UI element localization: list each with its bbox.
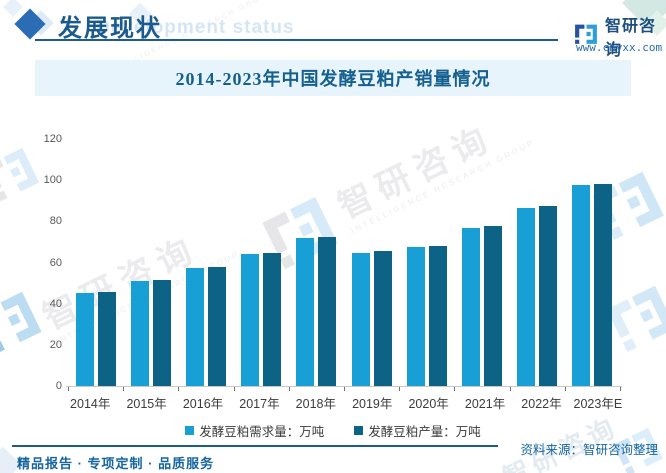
legend-swatch-production-icon bbox=[354, 426, 364, 435]
bar-group-2019年 bbox=[344, 139, 399, 386]
x-axis-tick-label: 2015年 bbox=[126, 397, 167, 411]
bar-group-2015年 bbox=[123, 139, 178, 386]
bar[interactable] bbox=[296, 237, 315, 386]
brand-name: 智研咨询 bbox=[605, 18, 657, 59]
x-axis-tick bbox=[564, 387, 566, 391]
bar-group-2022年 bbox=[510, 139, 565, 386]
bar-group-2021年 bbox=[454, 139, 509, 386]
bar-group-2017年 bbox=[234, 139, 289, 386]
section-title: 发展现状 bbox=[58, 16, 162, 42]
corner-decoration bbox=[3, 0, 23, 17]
y-axis-tick-label: 80 bbox=[49, 215, 62, 228]
bar-group-2016年 bbox=[178, 139, 233, 386]
bar[interactable] bbox=[318, 236, 337, 386]
y-axis-tick-label: 0 bbox=[55, 380, 62, 392]
x-axis-category-labels: 2014年 2015年 2016年 2017年 2018年 2019年 2020年 2021年… bbox=[62, 393, 626, 412]
bar[interactable] bbox=[373, 251, 392, 386]
x-axis-tick-label: 2016年 bbox=[182, 397, 224, 411]
bar-plot-area bbox=[68, 139, 620, 386]
bar[interactable] bbox=[130, 281, 149, 386]
x-axis-tick bbox=[233, 387, 235, 391]
x-axis-tick bbox=[288, 387, 290, 391]
y-axis-tick-label: 20 bbox=[49, 338, 62, 351]
x-axis-tick-label: 2014年 bbox=[70, 397, 111, 411]
bar[interactable] bbox=[208, 266, 226, 386]
bar[interactable] bbox=[406, 247, 425, 386]
x-axis-tick-label: 2022年 bbox=[521, 397, 562, 411]
x-axis-line bbox=[66, 386, 622, 387]
x-axis-tick bbox=[123, 387, 125, 391]
bar[interactable] bbox=[462, 227, 481, 386]
bar[interactable] bbox=[351, 253, 370, 386]
x-axis-tick bbox=[399, 387, 401, 391]
x-axis-tick-label: 2017年 bbox=[239, 397, 280, 411]
chart-title: 2014-2023年中国发酵豆粕产销量情况 bbox=[175, 69, 491, 89]
x-axis-tick-label: 2021年 bbox=[464, 397, 506, 411]
legend-item-production: 发酵豆粕产量：万吨 bbox=[354, 421, 481, 440]
brand-block: 智研咨询 bbox=[573, 12, 666, 60]
bar[interactable] bbox=[241, 254, 260, 386]
y-axis-tick-label: 60 bbox=[49, 256, 62, 269]
legend-item-demand: 发酵豆粕需求量：万吨 bbox=[185, 421, 324, 440]
footer-tagline: 精品报告 · 专项定制 · 品质服务 bbox=[17, 456, 215, 471]
x-axis-tick-label: 2020年 bbox=[408, 397, 449, 411]
zhiyan-logo-icon bbox=[573, 21, 599, 52]
x-axis-tick bbox=[68, 387, 69, 391]
y-axis-tick-label: 40 bbox=[49, 297, 62, 310]
bar[interactable] bbox=[186, 267, 204, 386]
bar[interactable] bbox=[517, 207, 536, 386]
zhiyan-logo-watermark-icon bbox=[0, 282, 51, 367]
bar-group-2014年 bbox=[68, 139, 123, 386]
x-axis-tick-label: 2018年 bbox=[295, 397, 336, 411]
x-axis-tick-label: 2019年 bbox=[352, 397, 393, 411]
x-axis-tick bbox=[344, 387, 345, 391]
legend-swatch-demand-icon bbox=[185, 426, 195, 435]
bar[interactable] bbox=[572, 185, 591, 386]
header-divider bbox=[35, 39, 558, 41]
bar-group-2020年 bbox=[399, 139, 454, 386]
x-axis-tick bbox=[620, 387, 621, 391]
x-axis-tick-label: 2023年E bbox=[573, 397, 623, 411]
bar[interactable] bbox=[539, 205, 558, 386]
y-axis-tick-label: 120 bbox=[43, 133, 62, 145]
bar[interactable] bbox=[75, 293, 94, 386]
bar[interactable] bbox=[484, 226, 503, 386]
watermark-logo-cluster bbox=[0, 282, 51, 367]
legend-label-production: 发酵豆粕产量：万吨 bbox=[368, 425, 481, 439]
bar-group-2023年E bbox=[565, 139, 620, 386]
bar-group-2018年 bbox=[289, 139, 344, 386]
bar[interactable] bbox=[428, 246, 447, 386]
brand-url[interactable]: www.chyxx.com bbox=[576, 41, 663, 54]
bar[interactable] bbox=[152, 280, 171, 386]
bar[interactable] bbox=[97, 292, 116, 386]
bar[interactable] bbox=[263, 253, 282, 386]
x-axis-tick bbox=[509, 387, 511, 391]
chart-legend: 发酵豆粕需求量：万吨 发酵豆粕产量：万吨 bbox=[0, 421, 666, 440]
legend-label-demand: 发酵豆粕需求量：万吨 bbox=[199, 425, 325, 439]
footer-divider bbox=[12, 445, 498, 447]
data-source-note: 资料来源：智研咨询整理 bbox=[520, 443, 658, 457]
chart-title-band: 2014-2023年中国发酵豆粕产销量情况 bbox=[35, 60, 631, 96]
x-axis-tick bbox=[178, 387, 180, 391]
x-axis-tick bbox=[454, 387, 456, 391]
y-axis-tick-label: 100 bbox=[43, 174, 62, 187]
bar[interactable] bbox=[594, 184, 613, 386]
